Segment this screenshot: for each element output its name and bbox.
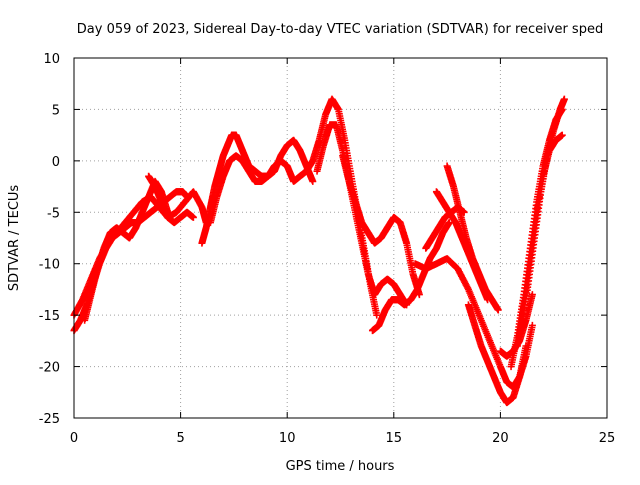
axis-ticks: 0 5 10 15 20 25 -25 -20 -15 -10 -5 0 5 10	[39, 52, 616, 446]
y-tick-label: -5	[47, 206, 60, 221]
x-tick-label: 25	[599, 431, 616, 446]
x-tick-label: 0	[70, 431, 78, 446]
y-tick-label: -25	[39, 412, 60, 427]
data-point	[558, 131, 566, 139]
x-tick-label: 5	[176, 431, 184, 446]
data-point	[528, 291, 536, 299]
satellite-track-12	[443, 162, 502, 314]
plot-frame	[73, 57, 608, 419]
data-points	[70, 95, 568, 407]
y-tick-label: 0	[52, 155, 60, 170]
chart-title: Day 059 of 2023, Sidereal Day-to-day VTE…	[77, 22, 603, 37]
data-point	[522, 342, 530, 350]
x-tick-label: 10	[279, 431, 296, 446]
y-axis-label: SDTVAR / TECUs	[7, 185, 22, 292]
data-point	[560, 95, 568, 103]
satellite-track-14	[464, 301, 530, 407]
x-axis-label: GPS time / hours	[286, 459, 395, 474]
satellite-track-18	[518, 95, 568, 329]
data-point	[309, 177, 317, 185]
y-tick-label: -10	[39, 258, 60, 273]
data-point	[528, 321, 536, 329]
data-point	[189, 213, 197, 221]
satellite-track-6	[206, 95, 381, 319]
y-tick-label: 10	[43, 52, 60, 67]
data-point	[494, 306, 502, 314]
x-tick-label: 20	[492, 431, 509, 446]
x-tick-label: 15	[386, 431, 403, 446]
satellite-track-4	[145, 172, 197, 227]
y-tick-label: 5	[52, 103, 60, 118]
y-tick-label: -15	[39, 309, 60, 324]
data-point	[445, 219, 453, 227]
y-tick-label: -20	[39, 361, 60, 376]
satellite-track-8	[339, 152, 423, 299]
data-point	[373, 311, 381, 319]
